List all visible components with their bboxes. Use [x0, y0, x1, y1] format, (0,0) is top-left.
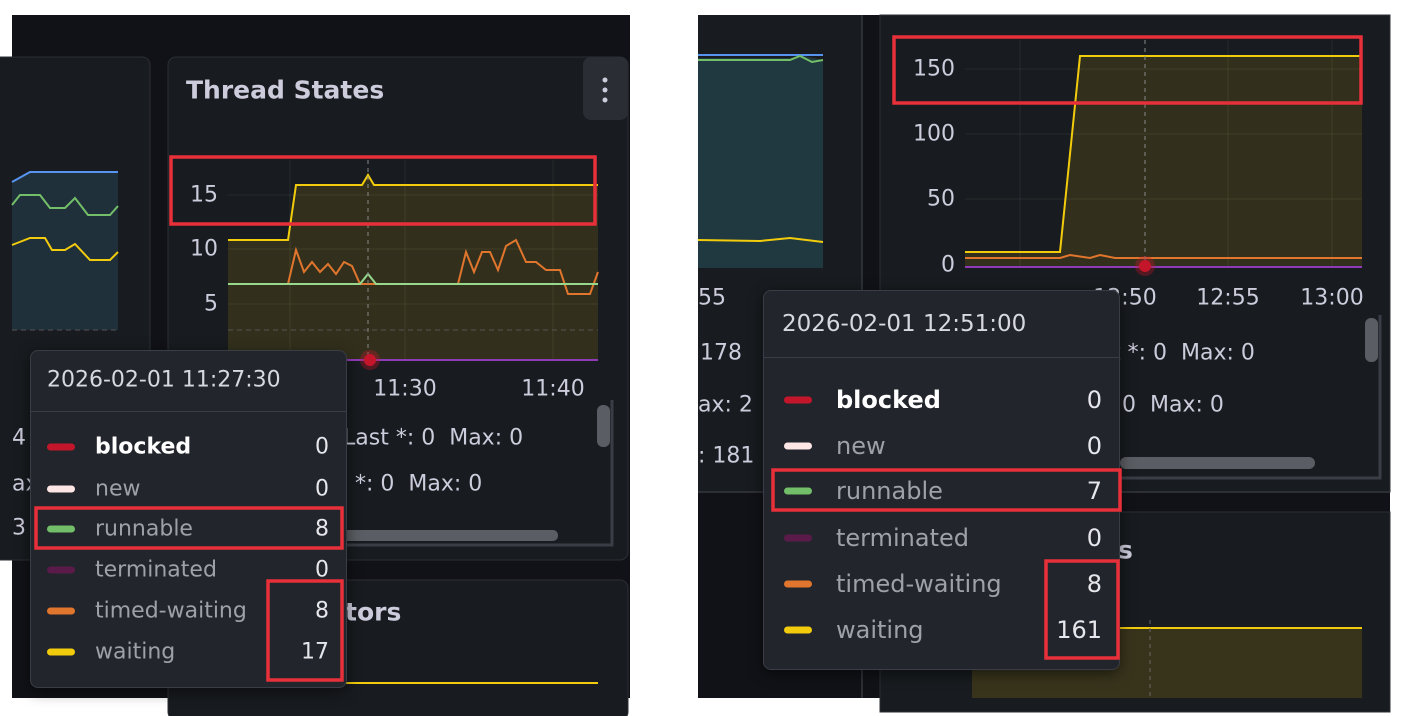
legend-swatch: [47, 648, 75, 656]
legend-stats: 0 Max: 0: [1122, 392, 1224, 418]
y-tick-label: 50: [927, 186, 955, 212]
series-value: 0: [315, 476, 329, 502]
legend-swatch: [784, 442, 812, 450]
x-tick-label: 13:00: [1300, 285, 1364, 311]
highlight-box: [1044, 559, 1120, 660]
divider: [31, 411, 346, 412]
x-tick-label: 55: [698, 285, 726, 311]
fragment: 3: [12, 515, 26, 541]
legend-stats: *: 0 Max: 0: [355, 471, 483, 497]
y-tick-label: 100: [913, 121, 955, 147]
fragment: 178: [700, 340, 742, 366]
series-value: 0: [1086, 432, 1102, 460]
highlight-box: [169, 155, 597, 226]
tooltip: 2026-02-01 12:51:00 blocked 0 new 0 runnable…: [763, 290, 1120, 670]
y-tick-label: 10: [190, 236, 218, 262]
series-value: 0: [1086, 524, 1102, 552]
series-value: 8: [315, 516, 329, 542]
tooltip: 2026-02-01 11:27:30 blocked 0 new 0 runnable…: [30, 350, 347, 688]
legend-swatch: [47, 566, 75, 574]
tooltip-time: 2026-02-01 11:27:30: [47, 367, 281, 393]
highlight-box: [266, 579, 344, 682]
series-name: waiting: [836, 616, 924, 644]
y-tick-label: 5: [204, 291, 218, 317]
y-tick-label: 150: [913, 56, 955, 82]
x-tick-label: 11:40: [521, 376, 585, 402]
series-value: 161: [1056, 616, 1102, 644]
series-name: blocked: [836, 386, 941, 414]
legend-swatch: [784, 396, 812, 404]
legend-swatch: [47, 607, 75, 615]
series-name: runnable: [95, 516, 193, 542]
legend-swatch: [784, 580, 812, 588]
series-value: 0: [1086, 386, 1102, 414]
legend-swatch: [47, 443, 75, 451]
legend-stats: Last *: 0 Max: 0: [343, 425, 524, 451]
series-value: 0: [315, 557, 329, 583]
series-name: terminated: [95, 557, 217, 583]
series-name: new: [836, 432, 886, 460]
fragment: 4: [12, 425, 26, 451]
series-name: blocked: [95, 434, 192, 460]
x-tick-label: 11:30: [373, 376, 437, 402]
series-name: terminated: [836, 524, 969, 552]
fragment: : 181: [698, 443, 755, 469]
series-name: waiting: [95, 639, 176, 665]
legend-swatch: [784, 487, 812, 495]
series-value: 17: [301, 639, 329, 665]
series-name: timed-waiting: [95, 598, 247, 624]
series-value: 0: [315, 434, 329, 460]
panel-title: Thread States: [186, 75, 385, 105]
series-value: 8: [315, 598, 329, 624]
divider: [764, 357, 1119, 358]
highlight-box: [892, 35, 1363, 105]
panel-title: s: [1118, 535, 1133, 565]
y-tick-label: 15: [190, 182, 218, 208]
series-value: 7: [1086, 477, 1102, 505]
x-tick-label: 12:55: [1196, 285, 1260, 311]
highlight-box: [771, 468, 1122, 512]
tooltip-time: 2026-02-01 12:51:00: [782, 311, 1027, 337]
series-name: runnable: [836, 477, 943, 505]
y-tick-label: 0: [941, 252, 955, 278]
legend-swatch: [784, 626, 812, 634]
legend-swatch: [47, 485, 75, 493]
legend-swatch: [784, 534, 812, 542]
panel-title: tors: [345, 597, 402, 627]
fragment: ax: 2: [698, 392, 753, 418]
legend-swatch: [47, 525, 75, 533]
series-value: 8: [1086, 570, 1102, 598]
highlight-box: [34, 506, 344, 550]
series-name: new: [95, 476, 141, 502]
series-name: timed-waiting: [836, 570, 1002, 598]
